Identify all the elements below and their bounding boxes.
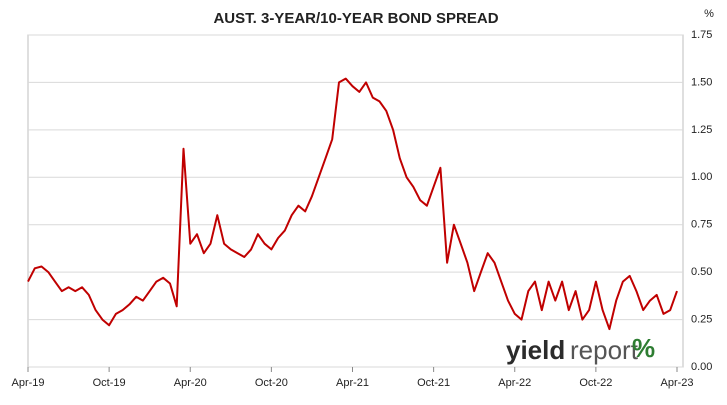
- watermark-yield: yield: [506, 335, 565, 365]
- y-tick-label: 1.50: [691, 76, 712, 88]
- watermark-percent: %: [632, 333, 655, 363]
- x-tick-label: Apr-23: [660, 377, 693, 389]
- y-tick-label: 0.75: [691, 219, 712, 231]
- data-line: [27, 77, 678, 331]
- watermark: yield report %: [506, 333, 655, 365]
- y-tick-label: 0.00: [691, 361, 712, 373]
- y-tick-label: 0.25: [691, 313, 712, 325]
- chart-title: AUST. 3-YEAR/10-YEAR BOND SPREAD: [213, 10, 498, 27]
- y-tick-label: 1.00: [691, 171, 712, 183]
- y-tick-label: 0.50: [691, 266, 712, 278]
- x-tick-label: Oct-20: [255, 377, 288, 389]
- x-tick-label: Apr-21: [336, 377, 369, 389]
- watermark-report: report: [570, 335, 639, 365]
- x-tick-label: Apr-22: [498, 377, 531, 389]
- x-tick-label: Oct-22: [579, 377, 612, 389]
- x-tick-label: Apr-20: [174, 377, 207, 389]
- y-unit: %: [704, 8, 714, 20]
- x-tick-label: Oct-21: [417, 377, 450, 389]
- x-tick-label: Apr-19: [11, 377, 44, 389]
- x-tick-label: Oct-19: [93, 377, 126, 389]
- y-tick-label: 1.75: [691, 29, 712, 41]
- y-tick-label: 1.25: [691, 124, 712, 136]
